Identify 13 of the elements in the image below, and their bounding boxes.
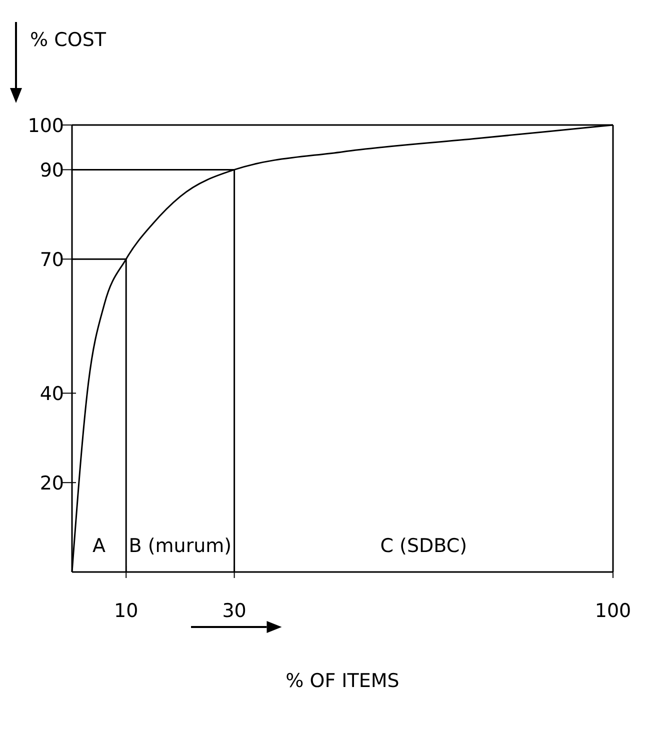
y-tick-label: 40: [40, 383, 64, 406]
x-axis-title: % OF ITEMS: [286, 670, 400, 692]
y-axis-title: % COST: [30, 29, 106, 51]
y-tick-label: 90: [40, 160, 64, 182]
annotation: C (SDBC): [380, 535, 468, 557]
x-tick-label: 10: [114, 600, 138, 622]
x-tick-label: 30: [222, 600, 246, 622]
x-tick-label: 100: [594, 600, 632, 622]
annotation: A: [92, 535, 106, 557]
y-tick-label: 20: [40, 472, 64, 495]
annotation: B (murum): [128, 535, 232, 557]
y-tick-label: 100: [28, 115, 64, 137]
y-tick-label: 70: [40, 249, 64, 272]
